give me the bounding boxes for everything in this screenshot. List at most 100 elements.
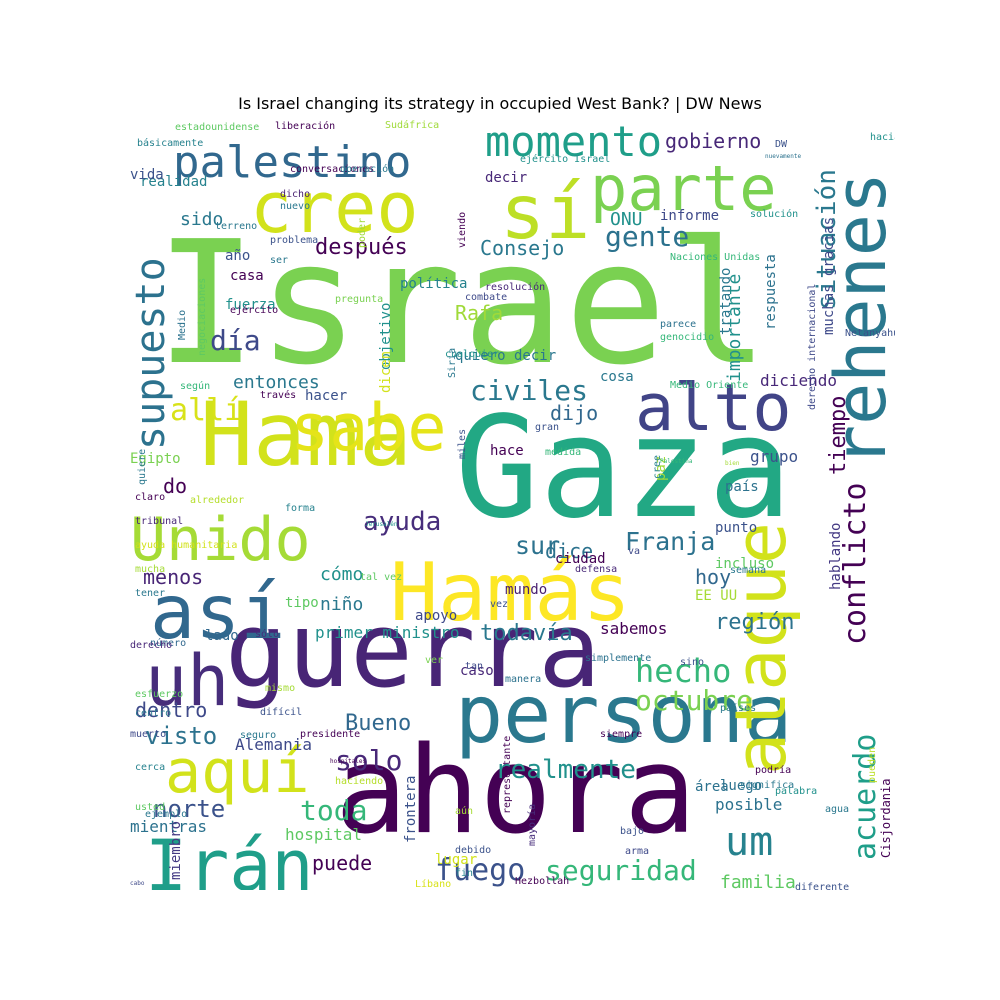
chart-title: Is Israel changing its strategy in occup… [238, 94, 762, 113]
word-131: Medio [177, 310, 188, 340]
word-134: combate [465, 292, 507, 303]
word-132: negociaciones [197, 278, 208, 356]
word-14: alto [635, 371, 792, 446]
word-3: guerra [225, 589, 601, 711]
word-12: parte [590, 152, 777, 225]
word-102: fuerza [225, 297, 276, 313]
word-26: octubre [635, 684, 753, 717]
word-119: operación [340, 163, 394, 175]
word-190: fin [455, 868, 473, 879]
word-52: entonces [233, 372, 320, 393]
word-145: derecho internacional [807, 284, 818, 410]
word-110: diferente [795, 882, 849, 890]
word-86: punto [715, 520, 757, 536]
word-174: mismo [265, 683, 295, 694]
word-159: centro [135, 708, 171, 719]
word-158: tal vez [360, 572, 402, 583]
word-117: nuevamente [765, 153, 802, 160]
word-73: tratando [718, 268, 734, 335]
word-65: posible [715, 795, 782, 814]
word-84: decir [485, 170, 527, 186]
word-49: gobierno [665, 129, 761, 153]
word-30: situación [812, 169, 842, 310]
word-38: Bueno [345, 711, 411, 736]
word-51: familia [720, 872, 796, 890]
word-197: ayuda humanitaria [135, 540, 237, 551]
word-192: palabra [775, 786, 817, 797]
word-39: solo [335, 744, 402, 777]
word-93: mundo [505, 582, 547, 598]
word-11: sí [500, 168, 590, 256]
word-13: sabe [290, 391, 447, 466]
word-123: poder [357, 218, 368, 248]
word-10: creo [250, 167, 419, 249]
word-184: representante [502, 736, 513, 814]
word-143: miles [457, 429, 468, 459]
word-195: claro [135, 492, 165, 503]
word-167: muerto [130, 729, 166, 740]
word-179: cerca [135, 762, 165, 773]
word-121: dicho [280, 189, 310, 200]
word-33: civiles [470, 374, 588, 407]
word-138: Netanyahu [845, 328, 895, 339]
word-21: supuesto [128, 257, 174, 450]
word-104: área [695, 779, 729, 795]
word-4: Hamás [390, 546, 631, 639]
word-45: todavía [480, 621, 573, 646]
word-147: medida [545, 447, 581, 458]
word-137: parece [660, 319, 696, 330]
word-54: dice [545, 539, 593, 563]
word-97: país [725, 479, 759, 495]
word-61: sido [180, 209, 223, 230]
word-32: día [210, 324, 261, 357]
word-56: hoy [695, 565, 731, 589]
word-8: así [150, 568, 285, 656]
word-191: mayoría [526, 804, 538, 846]
word-78: luego [720, 778, 762, 794]
word-72: respuesta [763, 254, 779, 330]
word-113: Sudáfrica [385, 120, 439, 131]
word-18: Irán [145, 825, 314, 890]
word-151: quiere [137, 449, 148, 485]
word-70: sabemos [600, 619, 667, 638]
word-126: problema [270, 235, 318, 246]
word-129: Naciones Unidas [670, 252, 760, 263]
word-182: significa [740, 780, 794, 791]
word-57: Rafa [455, 301, 503, 325]
word-19: palestino [173, 137, 411, 188]
word-37: gente [605, 220, 689, 253]
word-156: va [628, 546, 640, 557]
word-150: bien [725, 460, 740, 467]
word-118: conversaciones [290, 164, 374, 175]
word-164: esfuerzo [135, 689, 183, 700]
word-160: presidente [300, 729, 360, 740]
word-35: ayuda [363, 507, 441, 537]
word-105: objetivo [378, 303, 394, 370]
word-108: Líbano [415, 878, 451, 890]
word-29: fuego [435, 853, 525, 888]
word-139: cualquier [445, 349, 499, 360]
word-193: cabo [130, 880, 145, 887]
word-68: hospital [285, 825, 362, 844]
word-0: Israel [155, 205, 769, 403]
word-88: EE UU [695, 588, 737, 604]
word-194: usted [135, 802, 165, 813]
word-23: acuerdo [848, 734, 883, 860]
word-109: Hezbollah [515, 876, 569, 887]
word-25: hecho [635, 652, 731, 690]
word-144: Medio Oriente [670, 380, 748, 391]
word-22: conflicto [838, 482, 873, 645]
word-163: sólo [255, 628, 279, 640]
word-196: tribunal [135, 516, 183, 527]
word-82: realidad [140, 174, 207, 190]
word-1: Gaza [455, 387, 792, 550]
word-60: menos [143, 565, 203, 589]
word-149: Palestina [660, 458, 693, 465]
word-81: ciudad [555, 551, 606, 567]
word-55: puede [312, 851, 372, 875]
word-50: importante [724, 274, 745, 382]
word-178: pueden [867, 747, 878, 783]
word-34: allí [170, 393, 242, 428]
word-31: después [315, 235, 408, 260]
